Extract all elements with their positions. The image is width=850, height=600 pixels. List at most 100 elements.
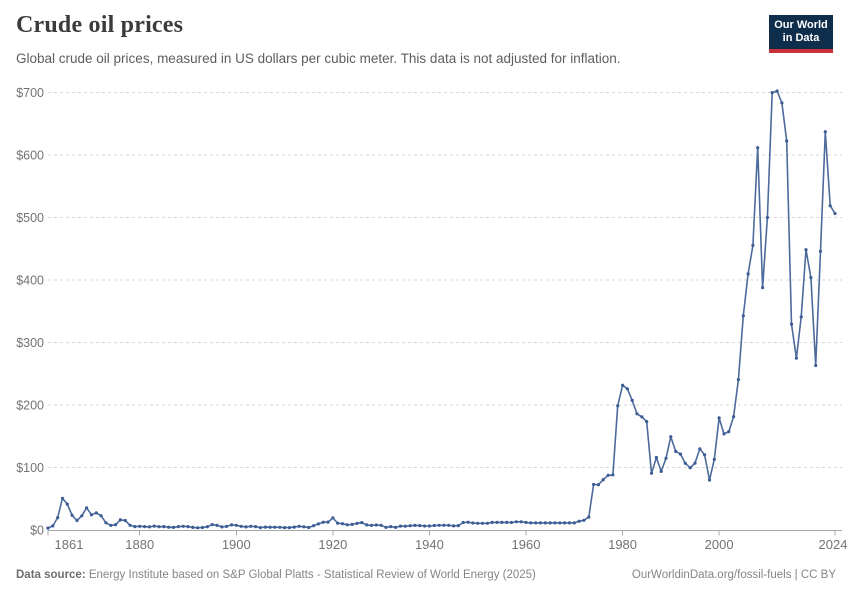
data-point[interactable]: [683, 461, 687, 465]
data-point[interactable]: [524, 520, 528, 525]
data-point[interactable]: [427, 524, 431, 528]
data-point[interactable]: [688, 466, 692, 470]
data-point[interactable]: [374, 523, 378, 527]
data-point[interactable]: [505, 520, 509, 525]
data-point[interactable]: [649, 471, 654, 475]
data-point[interactable]: [621, 383, 625, 387]
data-point[interactable]: [109, 523, 113, 528]
data-point[interactable]: [133, 525, 137, 529]
data-point[interactable]: [215, 523, 219, 528]
data-point[interactable]: [350, 522, 354, 527]
data-point[interactable]: [645, 420, 649, 424]
data-point[interactable]: [577, 519, 581, 523]
data-point[interactable]: [495, 520, 499, 525]
data-point[interactable]: [307, 525, 311, 530]
data-point[interactable]: [340, 522, 345, 526]
data-point[interactable]: [765, 215, 770, 220]
data-point[interactable]: [176, 525, 180, 529]
data-point[interactable]: [394, 525, 398, 530]
data-point[interactable]: [162, 525, 166, 529]
data-point[interactable]: [625, 387, 630, 391]
data-point[interactable]: [360, 521, 364, 525]
data-point[interactable]: [143, 525, 147, 529]
data-point[interactable]: [761, 286, 765, 290]
data-point[interactable]: [99, 514, 103, 518]
data-point[interactable]: [283, 526, 287, 530]
data-point[interactable]: [56, 516, 60, 520]
data-point[interactable]: [572, 521, 576, 525]
data-point[interactable]: [809, 276, 813, 280]
data-point[interactable]: [186, 525, 190, 529]
data-point[interactable]: [775, 89, 779, 93]
data-point[interactable]: [254, 525, 258, 529]
data-point[interactable]: [398, 524, 403, 528]
data-point[interactable]: [659, 469, 663, 473]
data-point[interactable]: [582, 518, 586, 522]
data-point[interactable]: [538, 521, 543, 525]
data-point[interactable]: [51, 524, 55, 528]
data-point[interactable]: [635, 412, 639, 416]
data-point[interactable]: [596, 483, 601, 487]
data-point[interactable]: [717, 416, 721, 420]
data-point[interactable]: [548, 521, 552, 525]
data-point[interactable]: [519, 520, 523, 524]
data-point[interactable]: [567, 521, 572, 525]
data-point[interactable]: [814, 363, 818, 368]
data-point[interactable]: [220, 525, 224, 529]
data-point[interactable]: [321, 520, 325, 524]
data-point[interactable]: [640, 415, 644, 419]
data-point[interactable]: [89, 513, 94, 517]
price-line[interactable]: [47, 90, 836, 529]
data-point[interactable]: [408, 524, 412, 528]
data-point[interactable]: [770, 91, 774, 95]
data-point[interactable]: [365, 523, 369, 527]
data-point[interactable]: [746, 272, 750, 276]
data-point[interactable]: [678, 452, 683, 456]
data-point[interactable]: [302, 525, 306, 529]
data-point[interactable]: [123, 518, 127, 523]
data-point[interactable]: [239, 524, 243, 528]
data-point[interactable]: [167, 525, 171, 529]
data-point[interactable]: [553, 521, 557, 525]
footer-license-link[interactable]: CC BY: [800, 569, 836, 581]
data-point[interactable]: [751, 243, 755, 247]
data-point[interactable]: [674, 449, 678, 453]
data-point[interactable]: [369, 523, 374, 528]
data-point[interactable]: [712, 457, 716, 461]
data-point[interactable]: [234, 523, 238, 527]
data-point[interactable]: [345, 523, 349, 527]
data-point[interactable]: [741, 314, 745, 318]
data-point[interactable]: [563, 521, 567, 525]
data-point[interactable]: [205, 525, 209, 529]
data-point[interactable]: [437, 523, 441, 527]
data-point[interactable]: [138, 524, 142, 528]
data-point[interactable]: [118, 518, 122, 522]
data-point[interactable]: [379, 523, 383, 527]
data-point[interactable]: [292, 525, 296, 529]
data-point[interactable]: [780, 101, 784, 105]
data-point[interactable]: [331, 516, 335, 520]
data-point[interactable]: [789, 322, 794, 326]
data-point[interactable]: [833, 211, 837, 216]
data-point[interactable]: [147, 525, 151, 529]
data-point[interactable]: [823, 130, 827, 134]
data-point[interactable]: [80, 514, 84, 518]
data-point[interactable]: [171, 525, 176, 530]
data-point[interactable]: [456, 524, 460, 528]
data-point[interactable]: [485, 521, 489, 525]
data-point[interactable]: [804, 248, 808, 252]
data-point[interactable]: [70, 513, 74, 517]
data-point[interactable]: [210, 523, 214, 527]
data-point[interactable]: [514, 520, 518, 524]
data-point[interactable]: [471, 521, 475, 525]
data-point[interactable]: [128, 523, 132, 527]
data-point[interactable]: [413, 523, 417, 528]
data-point[interactable]: [312, 524, 316, 528]
data-point[interactable]: [75, 518, 79, 523]
data-point[interactable]: [611, 473, 615, 477]
data-point[interactable]: [818, 249, 823, 253]
data-point[interactable]: [287, 526, 291, 530]
data-point[interactable]: [46, 526, 50, 530]
line-chart[interactable]: $0 $100 $200 $300 $400 $500 $600 $700 1861 1880 19…: [0, 78, 850, 560]
data-point[interactable]: [442, 523, 446, 527]
